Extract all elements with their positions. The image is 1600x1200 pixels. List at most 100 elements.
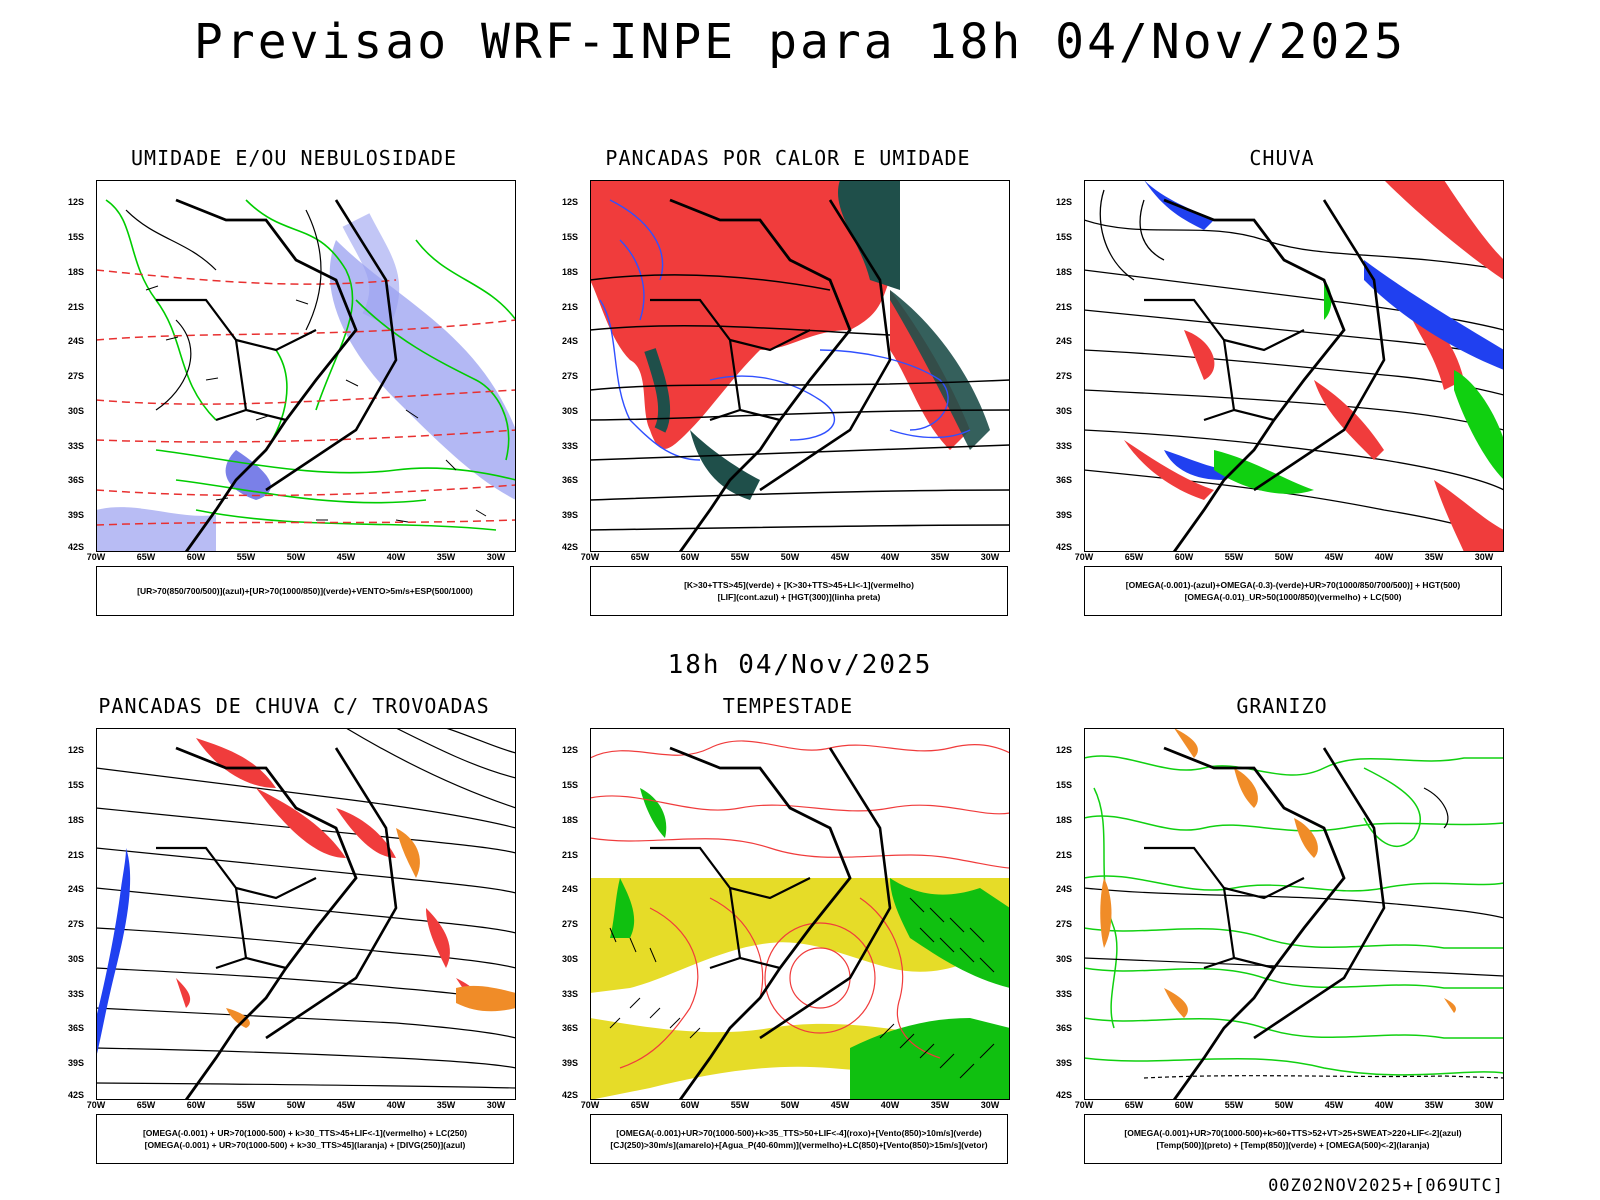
lat-tick: 21S [68,850,85,860]
lat-tick: 12S [1056,745,1073,755]
lat-tick: 12S [562,745,579,755]
lon-tick: 55W [1224,1100,1244,1110]
lat-tick: 24S [1056,336,1073,346]
lon-tick: 50W [286,1100,306,1110]
lon-tick: 60W [186,1100,206,1110]
caption-line: [OMEGA(-0.001) + UR>70(1000-500) + k>30_… [142,1128,468,1138]
panel-title: TEMPESTADE [722,694,854,718]
lon-tick: 55W [1224,552,1244,562]
lon-tick: 65W [1124,552,1144,562]
lon-tick: 30W [980,1100,1000,1110]
lat-tick: 12S [562,197,579,207]
lon-tick: 55W [730,552,750,562]
lat-tick: 30S [1056,954,1073,964]
lon-tick: 35W [930,552,950,562]
lon-tick: 70W [1074,1100,1094,1110]
lat-tick: 21S [68,302,85,312]
panel-tempestade: TEMPESTADE [562,694,1010,1174]
lon-tick: 45W [1324,552,1344,562]
map-umidade [96,180,516,552]
caption-line: [OMEGA(-0.001)+UR>70(1000-500)+k>35_TTS>… [616,1128,982,1138]
lon-tick: 30W [486,552,506,562]
lon-tick: 45W [830,552,850,562]
lat-tick: 33S [562,441,579,451]
lat-tick: 12S [68,197,85,207]
lon-tick: 50W [286,552,306,562]
lat-tick: 39S [68,510,85,520]
lat-tick: 24S [1056,884,1073,894]
lat-tick: 15S [562,780,579,790]
caption-line: [K>30+TTS>45](verde) + [K>30+TTS>45+LI<-… [684,580,914,590]
caption-line: [OMEGA(-0.001)+UR>70(1000-500)+k>60+TTS>… [1124,1128,1462,1138]
lat-tick: 42S [1056,1090,1073,1100]
lat-tick: 12S [1056,197,1073,207]
panel-title: GRANIZO [1236,694,1328,718]
lat-tick: 27S [562,371,579,381]
lat-tick: 27S [68,919,85,929]
map-frame: 12S 15S 18S 21S 24S 27S 30S 33S 36S 39S … [68,728,516,1110]
lon-tick: 30W [486,1100,506,1110]
lat-tick: 27S [68,371,85,381]
lon-tick: 70W [86,552,106,562]
lat-tick: 18S [68,267,85,277]
caption-line: [CJ(250)>30m/s](amarelo)+[Agua_P(40-60mm… [610,1140,988,1150]
panel-title: CHUVA [1249,146,1315,170]
lon-tick: 65W [630,1100,650,1110]
lon-tick: 40W [880,1100,900,1110]
caption-line: [OMEGA(-0.01)_UR>50(1000/850)(vermelho) … [1184,592,1402,602]
lat-tick: 30S [68,954,85,964]
lon-tick: 30W [1474,552,1494,562]
lon-tick: 50W [1274,1100,1294,1110]
lat-tick: 21S [1056,850,1073,860]
lon-tick: 65W [136,552,156,562]
lon-tick: 45W [336,1100,356,1110]
lon-tick: 60W [680,1100,700,1110]
lat-tick: 30S [562,406,579,416]
lat-tick: 42S [1056,542,1073,552]
lat-tick: 33S [1056,989,1073,999]
lon-tick: 65W [136,1100,156,1110]
lat-tick: 27S [1056,919,1073,929]
lon-tick: 60W [680,552,700,562]
lat-tick: 33S [1056,441,1073,451]
map-frame: 12S 15S 18S 21S 24S 27S 30S 33S 36S 39S … [562,728,1010,1110]
lat-tick: 24S [68,336,85,346]
lon-tick: 60W [1174,1100,1194,1110]
panel-umidade: UMIDADE E/OU NEBULOSIDADE [68,146,516,626]
lon-tick: 60W [186,552,206,562]
lat-tick: 39S [562,510,579,520]
lat-tick: 15S [562,232,579,242]
panel-pancadas-calor: PANCADAS POR CALOR E UMIDADE [562,146,1010,626]
lon-tick: 70W [1074,552,1094,562]
map-frame: 12S 15S 18S 21S 24S 27S 30S 33S 36S 39S … [562,180,1010,562]
lon-tick: 40W [880,552,900,562]
panel-title: PANCADAS DE CHUVA C/ TROVOADAS [98,694,490,718]
lat-tick: 15S [68,232,85,242]
lat-tick: 39S [68,1058,85,1068]
lat-tick: 36S [68,1023,85,1033]
lon-tick: 35W [436,552,456,562]
lon-tick: 40W [386,1100,406,1110]
lat-tick: 27S [562,919,579,929]
lon-tick: 40W [1374,1100,1394,1110]
caption-line: [Temp(500)](preto) + [Temp(850)](verde) … [1156,1140,1430,1150]
lon-tick: 50W [1274,552,1294,562]
lat-tick: 39S [562,1058,579,1068]
lat-tick: 33S [562,989,579,999]
lat-tick: 18S [562,815,579,825]
lon-tick: 60W [1174,552,1194,562]
legend-caption: [UR>70(850/700/500)](azul)+[UR>70(1000/8… [96,566,514,616]
lat-tick: 27S [1056,371,1073,381]
lon-tick: 35W [930,1100,950,1110]
lat-tick: 36S [68,475,85,485]
lat-tick: 39S [1056,1058,1073,1068]
lon-tick: 55W [236,1100,256,1110]
lat-tick: 15S [68,780,85,790]
map-pancadas-calor [590,180,1010,552]
lat-tick: 36S [562,475,579,485]
panel-pancadas-trovoadas: PANCADAS DE CHUVA C/ TROVOADAS [68,694,516,1174]
lon-tick: 30W [980,552,1000,562]
legend-caption: [OMEGA(-0.001) + UR>70(1000-500) + k>30_… [96,1114,514,1164]
lon-tick: 45W [1324,1100,1344,1110]
map-pancadas-trovoadas [96,728,516,1100]
